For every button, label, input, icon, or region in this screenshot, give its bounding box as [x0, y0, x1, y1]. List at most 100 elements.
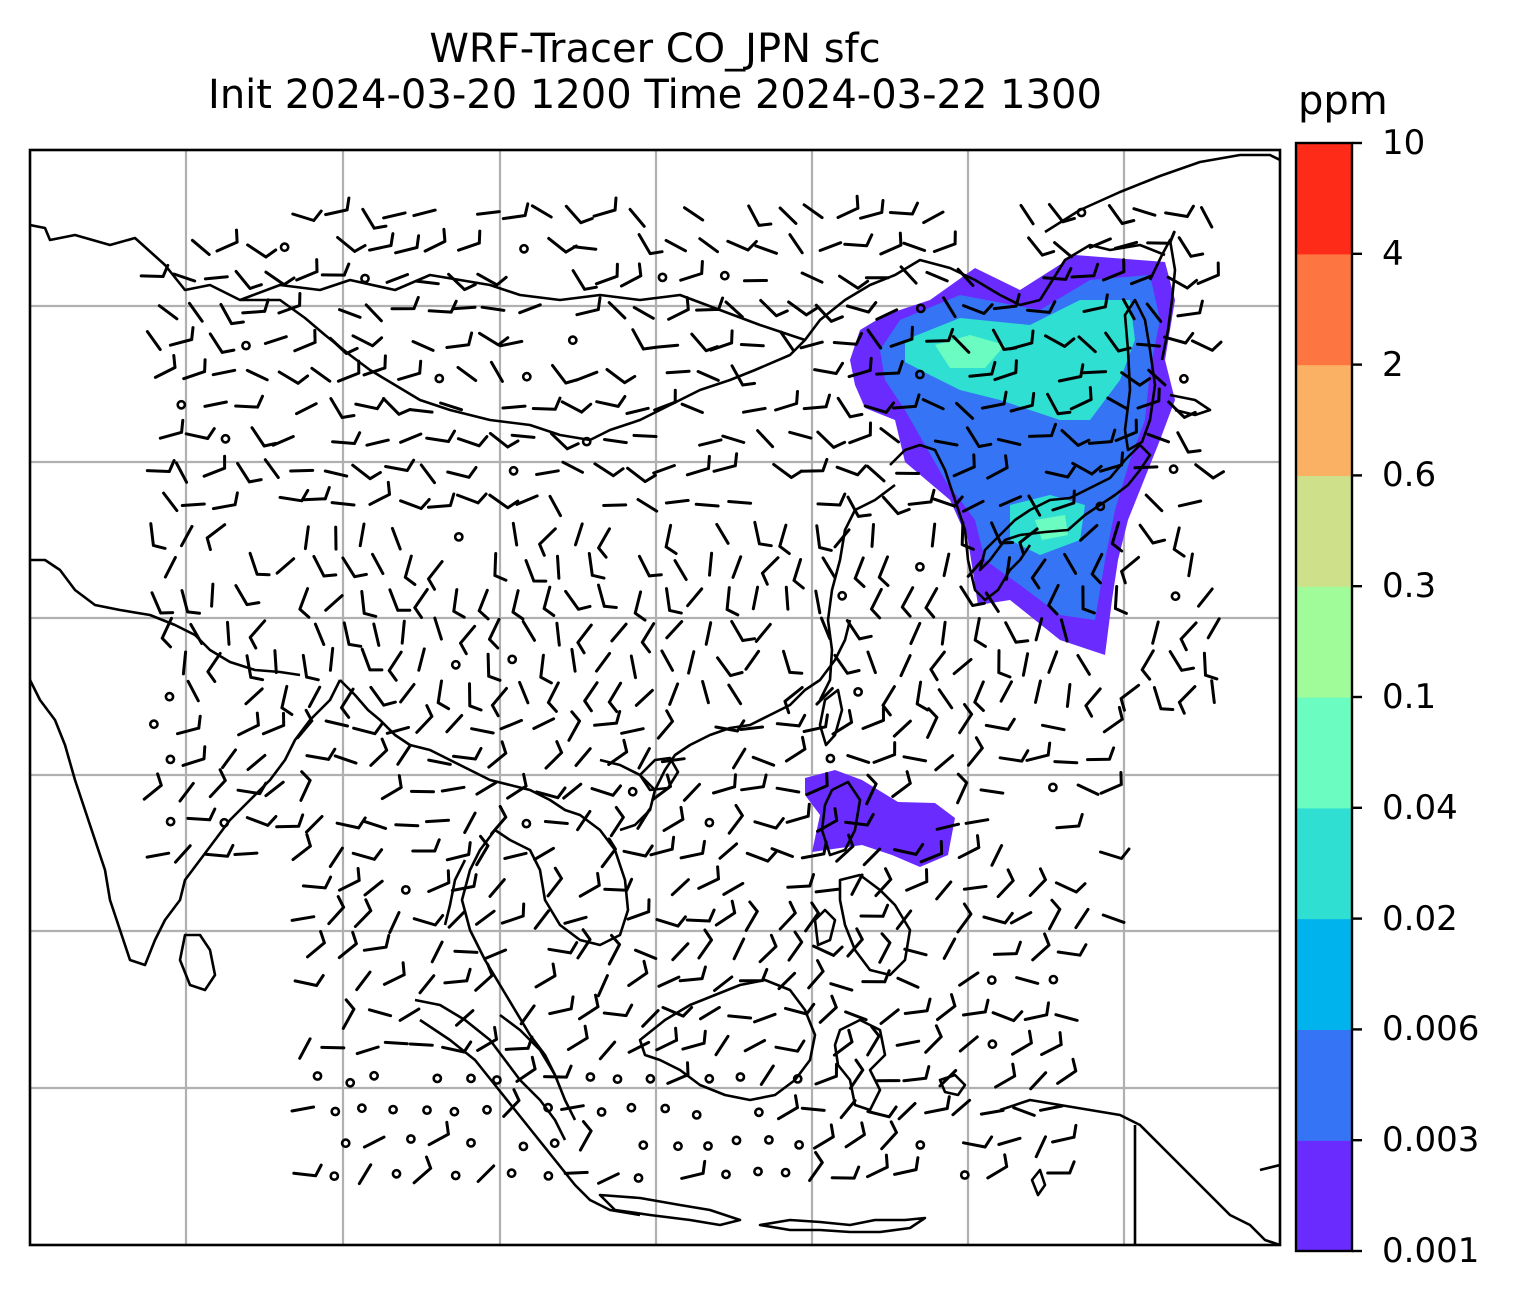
wind-barb	[744, 649, 761, 671]
wind-barb	[952, 658, 973, 676]
wind-barb	[1110, 521, 1124, 553]
wind-barb	[1107, 204, 1136, 225]
wind-barb	[893, 842, 925, 856]
wind-barb	[800, 840, 828, 860]
calm-wind-marker	[735, 1072, 746, 1082]
calm-wind-marker	[721, 1169, 731, 1180]
wind-barb	[364, 303, 383, 323]
wind-barb	[683, 206, 705, 222]
wind-barb	[1082, 370, 1108, 375]
wind-barb	[812, 944, 844, 957]
wind-barb	[145, 330, 162, 351]
wind-barb	[905, 868, 929, 892]
wind-barb	[542, 585, 556, 617]
wind-barb	[859, 199, 885, 220]
wind-barb	[168, 326, 195, 347]
wind-barb	[387, 650, 403, 682]
calm-wind-marker	[164, 691, 175, 702]
wind-barb	[417, 647, 426, 672]
calm-wind-marker	[312, 1071, 323, 1081]
wind-barb	[622, 844, 654, 858]
wind-barb	[919, 840, 944, 864]
wind-barb	[1054, 881, 1087, 894]
wind-barb	[879, 1008, 900, 1025]
wind-barb	[352, 722, 384, 736]
wind-barb	[162, 491, 179, 513]
wind-barb	[899, 654, 912, 678]
wind-barb	[412, 914, 445, 927]
wind-barb	[670, 878, 690, 897]
calm-wind-marker	[518, 1141, 529, 1152]
wind-barb	[328, 646, 335, 672]
wind-barb	[866, 650, 877, 675]
wind-barb	[342, 621, 363, 648]
wind-barb	[730, 364, 757, 387]
calm-wind-marker	[691, 1110, 702, 1120]
wind-barb	[951, 335, 971, 354]
wind-barb	[805, 772, 829, 796]
wind-barb	[958, 1035, 979, 1053]
wind-barb	[290, 1105, 316, 1113]
colorbar-segment	[1296, 364, 1352, 476]
wind-barb	[532, 717, 556, 730]
wind-barb	[361, 207, 388, 230]
wind-barb	[453, 949, 479, 954]
wind-barb	[303, 525, 310, 551]
wind-barb	[956, 267, 975, 287]
wind-barb	[743, 1039, 767, 1053]
calm-wind-marker	[780, 1167, 791, 1178]
wind-barb	[1120, 371, 1152, 387]
wind-barb	[861, 969, 891, 984]
wind-barbs	[139, 194, 1225, 1186]
wind-barb	[730, 620, 757, 642]
wind-barb	[849, 1058, 865, 1090]
wind-barb	[293, 974, 325, 987]
wind-barb	[799, 340, 824, 350]
wind-barb	[897, 1102, 917, 1121]
wind-barb	[679, 260, 704, 282]
wind-barb	[962, 303, 994, 315]
wind-barb	[534, 962, 557, 989]
wind-barb	[1200, 206, 1214, 229]
wind-barb	[628, 207, 646, 228]
wind-barb	[427, 560, 444, 591]
wind-barb	[814, 589, 822, 615]
wind-barb	[744, 900, 759, 932]
wind-barb	[933, 439, 959, 447]
wind-barb	[807, 959, 825, 990]
wind-barb	[488, 493, 520, 510]
wind-barb	[965, 426, 993, 448]
wind-barb	[1027, 236, 1056, 257]
wind-barb	[999, 680, 1013, 703]
wind-barb	[211, 368, 237, 377]
wind-barb	[489, 360, 504, 383]
wind-barb	[847, 356, 873, 379]
wind-barb	[566, 1024, 589, 1051]
wind-barb	[368, 480, 391, 506]
wind-barb	[1028, 867, 1047, 897]
wind-barb	[845, 619, 873, 641]
colorbar-segment	[1296, 807, 1352, 920]
wind-barb	[739, 343, 765, 348]
wind-barb	[546, 866, 563, 898]
wind-barb	[202, 454, 227, 478]
wind-barb	[609, 806, 625, 838]
wind-barb	[441, 1040, 473, 1054]
wind-barb	[1056, 1057, 1078, 1085]
wind-barb	[503, 851, 528, 860]
wind-barb	[964, 818, 990, 825]
calm-wind-marker	[645, 1073, 656, 1084]
wind-barb	[445, 714, 464, 734]
wind-barb	[531, 396, 562, 411]
wind-barb	[367, 1008, 393, 1018]
calm-wind-marker	[753, 1166, 763, 1177]
wind-barb	[556, 554, 561, 580]
wind-barb	[818, 241, 843, 252]
wind-barb	[926, 707, 939, 739]
calm-wind-marker	[719, 270, 730, 281]
wind-barb	[368, 232, 395, 252]
wind-barb	[1009, 329, 1035, 351]
wind-barb	[340, 687, 355, 719]
wind-barb	[634, 948, 658, 960]
colorbar-tick-label: 0.001	[1382, 1231, 1480, 1271]
